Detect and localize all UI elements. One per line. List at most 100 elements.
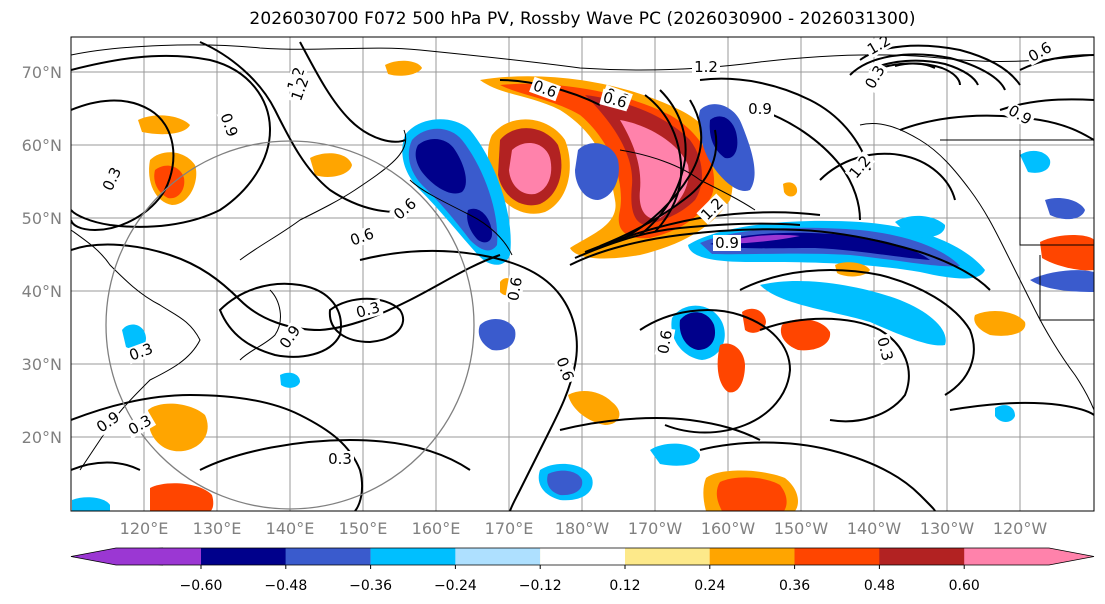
negative-anomaly (760, 280, 946, 346)
colorbar-cells (70, 547, 1095, 566)
colorbar-cell (455, 548, 541, 565)
negative-anomaly (995, 405, 1015, 422)
contour-label-bg (275, 320, 305, 354)
colorbar-tick-label: −0.60 (180, 578, 223, 594)
lat-tick-label: 20°N (22, 428, 62, 447)
positive-anomaly (717, 343, 745, 393)
contour-label: 0.6 (504, 276, 526, 303)
colorbar-extend-max (1049, 548, 1094, 565)
map-panel: 1.20.90.30.60.30.30.30.30.90.61.20.90.60… (70, 36, 1095, 512)
contour-label: 0.6 (654, 329, 676, 356)
contour-label-bg (326, 451, 354, 467)
lat-tick-label: 70°N (22, 63, 62, 82)
contour-label: 1.2 (694, 58, 718, 76)
negative-anomaly (72, 497, 110, 511)
coastlines (71, 44, 1094, 471)
colorbar-tick-label: 0.12 (609, 578, 640, 594)
contour-label-bg (1023, 38, 1057, 66)
lat-tick-label: 40°N (22, 282, 62, 301)
colorbar-cell (540, 548, 625, 565)
longitude-labels: 120°E 130°E 140°E 150°E 160°E 170°E 180°W 170°W… (120, 519, 1048, 538)
negative-anomaly (1020, 150, 1051, 173)
negative-anomaly (122, 324, 146, 350)
pv-contours (71, 41, 1094, 511)
positive-anomaly (620, 120, 689, 219)
lon-tick-label: 170°E (485, 519, 534, 538)
contour-label-bg (1003, 101, 1037, 129)
colorbar-cell (370, 548, 456, 565)
colorbar-tick-label: −0.36 (349, 578, 392, 594)
negative-anomaly (895, 215, 946, 238)
lon-tick-label: 120°E (120, 519, 169, 538)
lon-tick-label: 130°W (920, 519, 975, 538)
negative-anomaly (547, 470, 583, 496)
positive-anomaly (148, 403, 208, 452)
lon-tick-label: 130°E (193, 519, 242, 538)
colorbar-tick-label: 0.36 (779, 578, 810, 594)
contour-label: 0.3 (873, 335, 897, 363)
colorbar-extend-min (71, 548, 116, 565)
positive-anomaly (716, 477, 787, 511)
negative-anomaly (415, 138, 466, 194)
positive-anomaly (385, 60, 422, 76)
lat-tick-label: 30°N (22, 355, 62, 374)
colorbar-cell (879, 548, 965, 565)
contour-label: 0.9 (748, 100, 772, 118)
positive-anomaly (1040, 235, 1094, 271)
radius-circle (105, 140, 475, 510)
positive-anomaly (138, 115, 190, 135)
contour-label: 0.3 (328, 450, 352, 468)
negative-anomaly (650, 443, 700, 466)
contour-label-bg (861, 60, 889, 94)
positive-anomaly (509, 143, 552, 195)
lon-tick-label: 160°W (701, 519, 756, 538)
contour-label: 0.9 (715, 234, 739, 252)
negative-anomaly (478, 318, 516, 351)
positive-anomaly (568, 390, 620, 425)
contour-label-bg (692, 59, 720, 75)
colorbar-tick-label: 0.24 (694, 578, 725, 594)
colorbar-tick-label: −0.12 (519, 578, 562, 594)
contour-label-bg (287, 73, 313, 105)
colorbar-tick-label: 0.48 (864, 578, 895, 594)
colorbar-cell (201, 548, 286, 565)
lon-tick-label: 140°E (266, 519, 315, 538)
contour-label-bg (862, 37, 896, 59)
contour-label-bg (352, 298, 384, 322)
positive-anomaly (780, 319, 831, 351)
contour-label-bg (654, 326, 676, 358)
negative-anomaly (575, 143, 619, 200)
lon-tick-label: 180°W (555, 519, 610, 538)
colorbar-cell (709, 548, 795, 565)
latitude-labels: 70°N 60°N 50°N 40°N 30°N 20°N (22, 63, 62, 447)
lon-tick-label: 140°W (847, 519, 902, 538)
contour-label-bg (216, 109, 242, 141)
contour-label-bg (125, 339, 157, 365)
positive-anomaly (974, 310, 1026, 336)
lon-tick-label: 160°E (412, 519, 461, 538)
negative-anomaly (1030, 270, 1094, 292)
negative-anomaly (679, 312, 716, 350)
lat-tick-label: 60°N (22, 136, 62, 155)
contour-label-bg (98, 162, 126, 196)
negative-anomaly (1045, 198, 1085, 220)
contour-label-bg (529, 76, 561, 102)
lon-tick-label: 150°W (774, 519, 829, 538)
colorbar-cell (285, 548, 371, 565)
contour-label-bg (746, 101, 774, 117)
contour-label-bg (599, 88, 631, 112)
positive-anomaly (310, 153, 352, 177)
contour-label-bg (504, 273, 526, 305)
colorbar-cell (794, 548, 880, 565)
figure-title: 2026030700 F072 500 hPa PV, Rossby Wave … (249, 9, 916, 29)
lon-tick-label: 170°W (628, 519, 683, 538)
negative-anomaly (280, 372, 300, 388)
colorbar-outline (70, 547, 1095, 566)
positive-anomaly (150, 483, 214, 511)
contour-labels: 1.20.90.30.60.30.30.30.30.90.61.20.90.60… (91, 37, 1057, 468)
lon-tick-label: 120°W (993, 519, 1048, 538)
colorbar-tick-label: −0.24 (434, 578, 477, 594)
contour-label-bg (91, 407, 125, 437)
colorbar-tick-label: 0.60 (949, 578, 980, 594)
contour-label: 0.3 (354, 298, 382, 322)
